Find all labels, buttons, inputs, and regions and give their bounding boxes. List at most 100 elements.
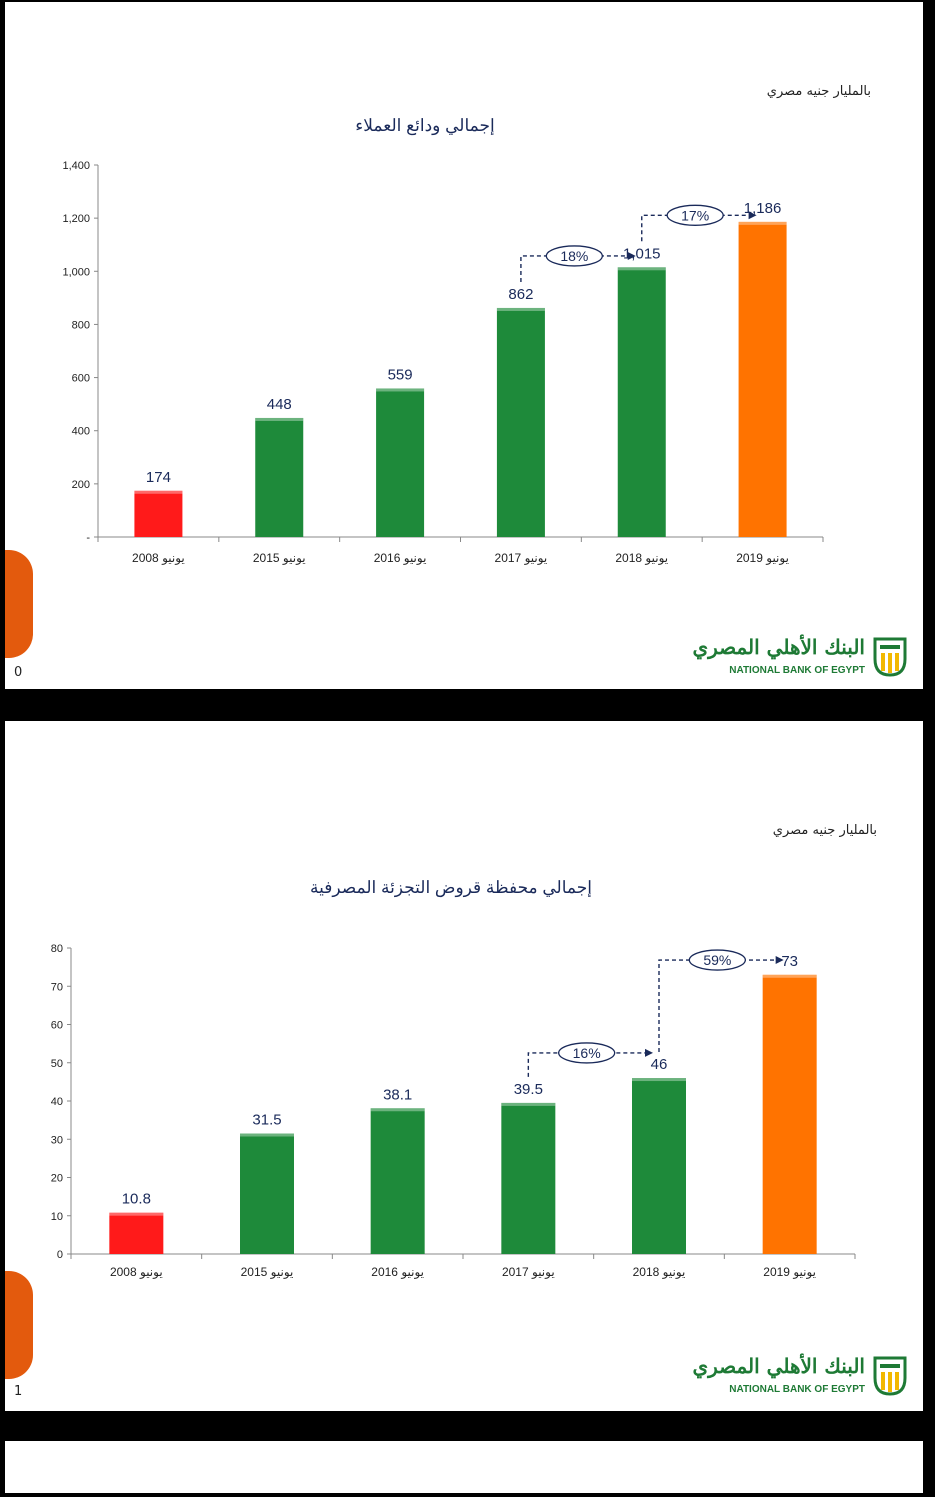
bar-4 xyxy=(617,267,666,537)
slide-number: 0 xyxy=(14,665,23,680)
bar-2 xyxy=(370,1108,425,1254)
nbe-emblem-icon xyxy=(873,637,907,677)
nbe-logo: البنك الأهلي المصري NATIONAL BANK OF EGY… xyxy=(692,635,909,683)
growth-label: 17% xyxy=(681,207,709,223)
y-tick-label: 80 xyxy=(51,943,63,955)
y-tick-label: 10 xyxy=(51,1211,63,1223)
bar-5 xyxy=(738,221,787,537)
bar-5 xyxy=(762,974,817,1254)
bar-highlight-5 xyxy=(762,974,817,978)
slide-number: 1 xyxy=(14,1384,23,1399)
chart-title: إجمالي محفظة قروض التجزئة المصرفية xyxy=(310,878,592,898)
bar-value-label: 31.5 xyxy=(252,1112,281,1129)
y-tick-label: 70 xyxy=(51,981,63,993)
unit-label: بالمليار جنيه مصري xyxy=(772,823,877,838)
x-category-label: يونيو 2017 xyxy=(495,551,548,565)
y-tick-label: 1,200 xyxy=(62,213,90,225)
bar-highlight-3 xyxy=(496,307,545,311)
bar-highlight-1 xyxy=(240,1133,294,1137)
y-tick-label: 600 xyxy=(72,373,90,385)
deposits-bar-chart: إجمالي ودائع العملاء - 200 400 600 800 1,000 1,… xyxy=(62,116,824,565)
bar-value-label: 38.1 xyxy=(383,1086,412,1103)
growth-badge xyxy=(558,1042,616,1064)
growth-badge xyxy=(666,204,724,226)
bar-0 xyxy=(109,1212,164,1254)
x-category-label: يونيو 2015 xyxy=(241,1265,294,1279)
nbe-logo: البنك الأهلي المصري NATIONAL BANK OF EGY… xyxy=(692,1354,909,1402)
bar-value-label: 73 xyxy=(781,953,798,970)
logo-english-text: NATIONAL BANK OF EGYPT xyxy=(729,665,865,676)
slide-tab xyxy=(5,1271,33,1379)
nbe-emblem-icon xyxy=(873,1356,907,1396)
bar-0 xyxy=(134,490,183,537)
growth-arrowhead xyxy=(775,956,784,965)
y-tick-label: 50 xyxy=(51,1058,63,1070)
growth-badge xyxy=(688,949,746,971)
y-tick-label: 200 xyxy=(72,479,90,491)
bar-value-label: 862 xyxy=(508,286,533,303)
growth-arrowhead xyxy=(645,1048,653,1057)
x-category-label: يونيو 2016 xyxy=(374,551,427,565)
bar-highlight-4 xyxy=(617,267,666,271)
growth-connector xyxy=(520,255,628,282)
y-tick-label: - xyxy=(86,532,90,544)
bar-value-label: 1,015 xyxy=(623,245,661,262)
bar-highlight-2 xyxy=(376,388,425,392)
unit-label: بالمليار جنيه مصري xyxy=(766,84,871,99)
x-category-label: يونيو 2018 xyxy=(615,551,668,565)
bar-value-label: 1,186 xyxy=(744,200,782,217)
y-tick-label: 400 xyxy=(72,426,90,438)
bar-1 xyxy=(255,417,304,537)
slide-customer-deposits: بالمليار جنيه مصري إجمالي ودائع العملاء -… xyxy=(5,2,923,689)
growth-label: 18% xyxy=(560,248,588,264)
retail-loans-bar-chart: إجمالي محفظة قروض التجزئة المصرفية 0 10 20 3… xyxy=(51,878,856,1279)
bar-value-label: 174 xyxy=(146,469,171,486)
bar-3 xyxy=(496,307,545,537)
chart-title: إجمالي ودائع العملاء xyxy=(355,116,494,136)
bar-2 xyxy=(376,388,425,537)
x-category-label: يونيو 2016 xyxy=(371,1265,424,1279)
bar-highlight-2 xyxy=(370,1108,425,1112)
x-category-label: يونيو 2008 xyxy=(110,1265,163,1279)
growth-label: 59% xyxy=(703,952,731,968)
y-tick-label: 40 xyxy=(51,1096,63,1108)
y-tick-label: 30 xyxy=(51,1134,63,1146)
y-tick-label: 60 xyxy=(51,1020,63,1032)
bar-value-label: 46 xyxy=(651,1056,668,1073)
bar-highlight-4 xyxy=(632,1078,686,1082)
logo-arabic-text: البنك الأهلي المصري xyxy=(692,1354,865,1378)
growth-label: 16% xyxy=(573,1045,601,1061)
y-tick-label: 1,000 xyxy=(62,266,90,278)
bar-value-label: 448 xyxy=(267,396,292,413)
bar-4 xyxy=(632,1078,686,1254)
logo-english-text: NATIONAL BANK OF EGYPT xyxy=(729,1384,865,1395)
x-category-label: يونيو 2015 xyxy=(253,551,306,565)
y-tick-label: 0 xyxy=(57,1249,63,1261)
bar-value-label: 39.5 xyxy=(514,1081,543,1098)
bar-value-label: 10.8 xyxy=(122,1191,151,1208)
growth-connector xyxy=(658,959,776,1053)
x-category-label: يونيو 2018 xyxy=(633,1265,686,1279)
bar-highlight-0 xyxy=(134,490,183,494)
y-tick-label: 1,400 xyxy=(62,160,90,172)
bar-highlight-0 xyxy=(109,1212,164,1216)
bar-3 xyxy=(501,1102,556,1254)
growth-connector xyxy=(641,214,749,242)
logo-arabic-text: البنك الأهلي المصري xyxy=(692,635,865,659)
bar-highlight-3 xyxy=(501,1102,556,1106)
slide-retail-loans: بالمليار جنيه مصري إجمالي محفظة قروض الت… xyxy=(5,721,923,1411)
bar-1 xyxy=(240,1133,294,1254)
x-category-label: يونيو 2019 xyxy=(736,551,789,565)
bar-value-label: 559 xyxy=(388,366,413,383)
bar-highlight-1 xyxy=(255,417,304,421)
bar-highlight-5 xyxy=(738,221,787,225)
y-tick-label: 800 xyxy=(72,319,90,331)
x-category-label: يونيو 2008 xyxy=(132,551,185,565)
x-category-label: يونيو 2019 xyxy=(763,1265,816,1279)
y-tick-label: 20 xyxy=(51,1173,63,1185)
slide-partial xyxy=(5,1441,923,1493)
growth-arrowhead xyxy=(748,211,757,220)
slide-tab xyxy=(5,550,33,658)
x-category-label: يونيو 2017 xyxy=(502,1265,555,1279)
growth-badge xyxy=(545,245,603,267)
